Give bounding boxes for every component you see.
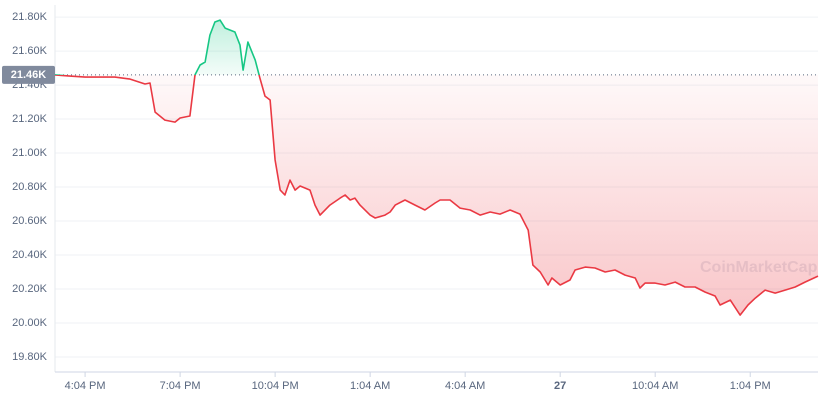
x-tick-label: 10:04 PM xyxy=(252,380,299,392)
x-tick-label: 4:04 AM xyxy=(445,380,485,392)
x-tick-label: 1:04 AM xyxy=(350,380,390,392)
x-tick-label: 7:04 PM xyxy=(160,380,201,392)
area-fill xyxy=(55,20,818,316)
x-tick-label: 4:04 PM xyxy=(65,380,106,392)
y-tick-label: 20.40K xyxy=(12,249,48,261)
x-tick-label: 1:04 PM xyxy=(730,380,771,392)
y-tick-label: 20.80K xyxy=(12,181,48,193)
y-tick-label: 21.00K xyxy=(12,147,48,159)
reference-label: 21.46K xyxy=(11,69,47,81)
y-tick-label: 21.80K xyxy=(12,11,48,23)
y-tick-label: 19.80K xyxy=(12,351,48,363)
y-tick-label: 20.00K xyxy=(12,317,48,329)
y-tick-label: 21.60K xyxy=(12,45,48,57)
y-tick-label: 20.60K xyxy=(12,215,48,227)
x-tick-label: 10:04 AM xyxy=(632,380,678,392)
y-tick-label: 20.20K xyxy=(12,283,48,295)
y-tick-label: 21.20K xyxy=(12,113,48,125)
x-tick-label: 27 xyxy=(554,380,566,392)
reference-label-box xyxy=(2,65,55,84)
price-line xyxy=(54,19,819,316)
